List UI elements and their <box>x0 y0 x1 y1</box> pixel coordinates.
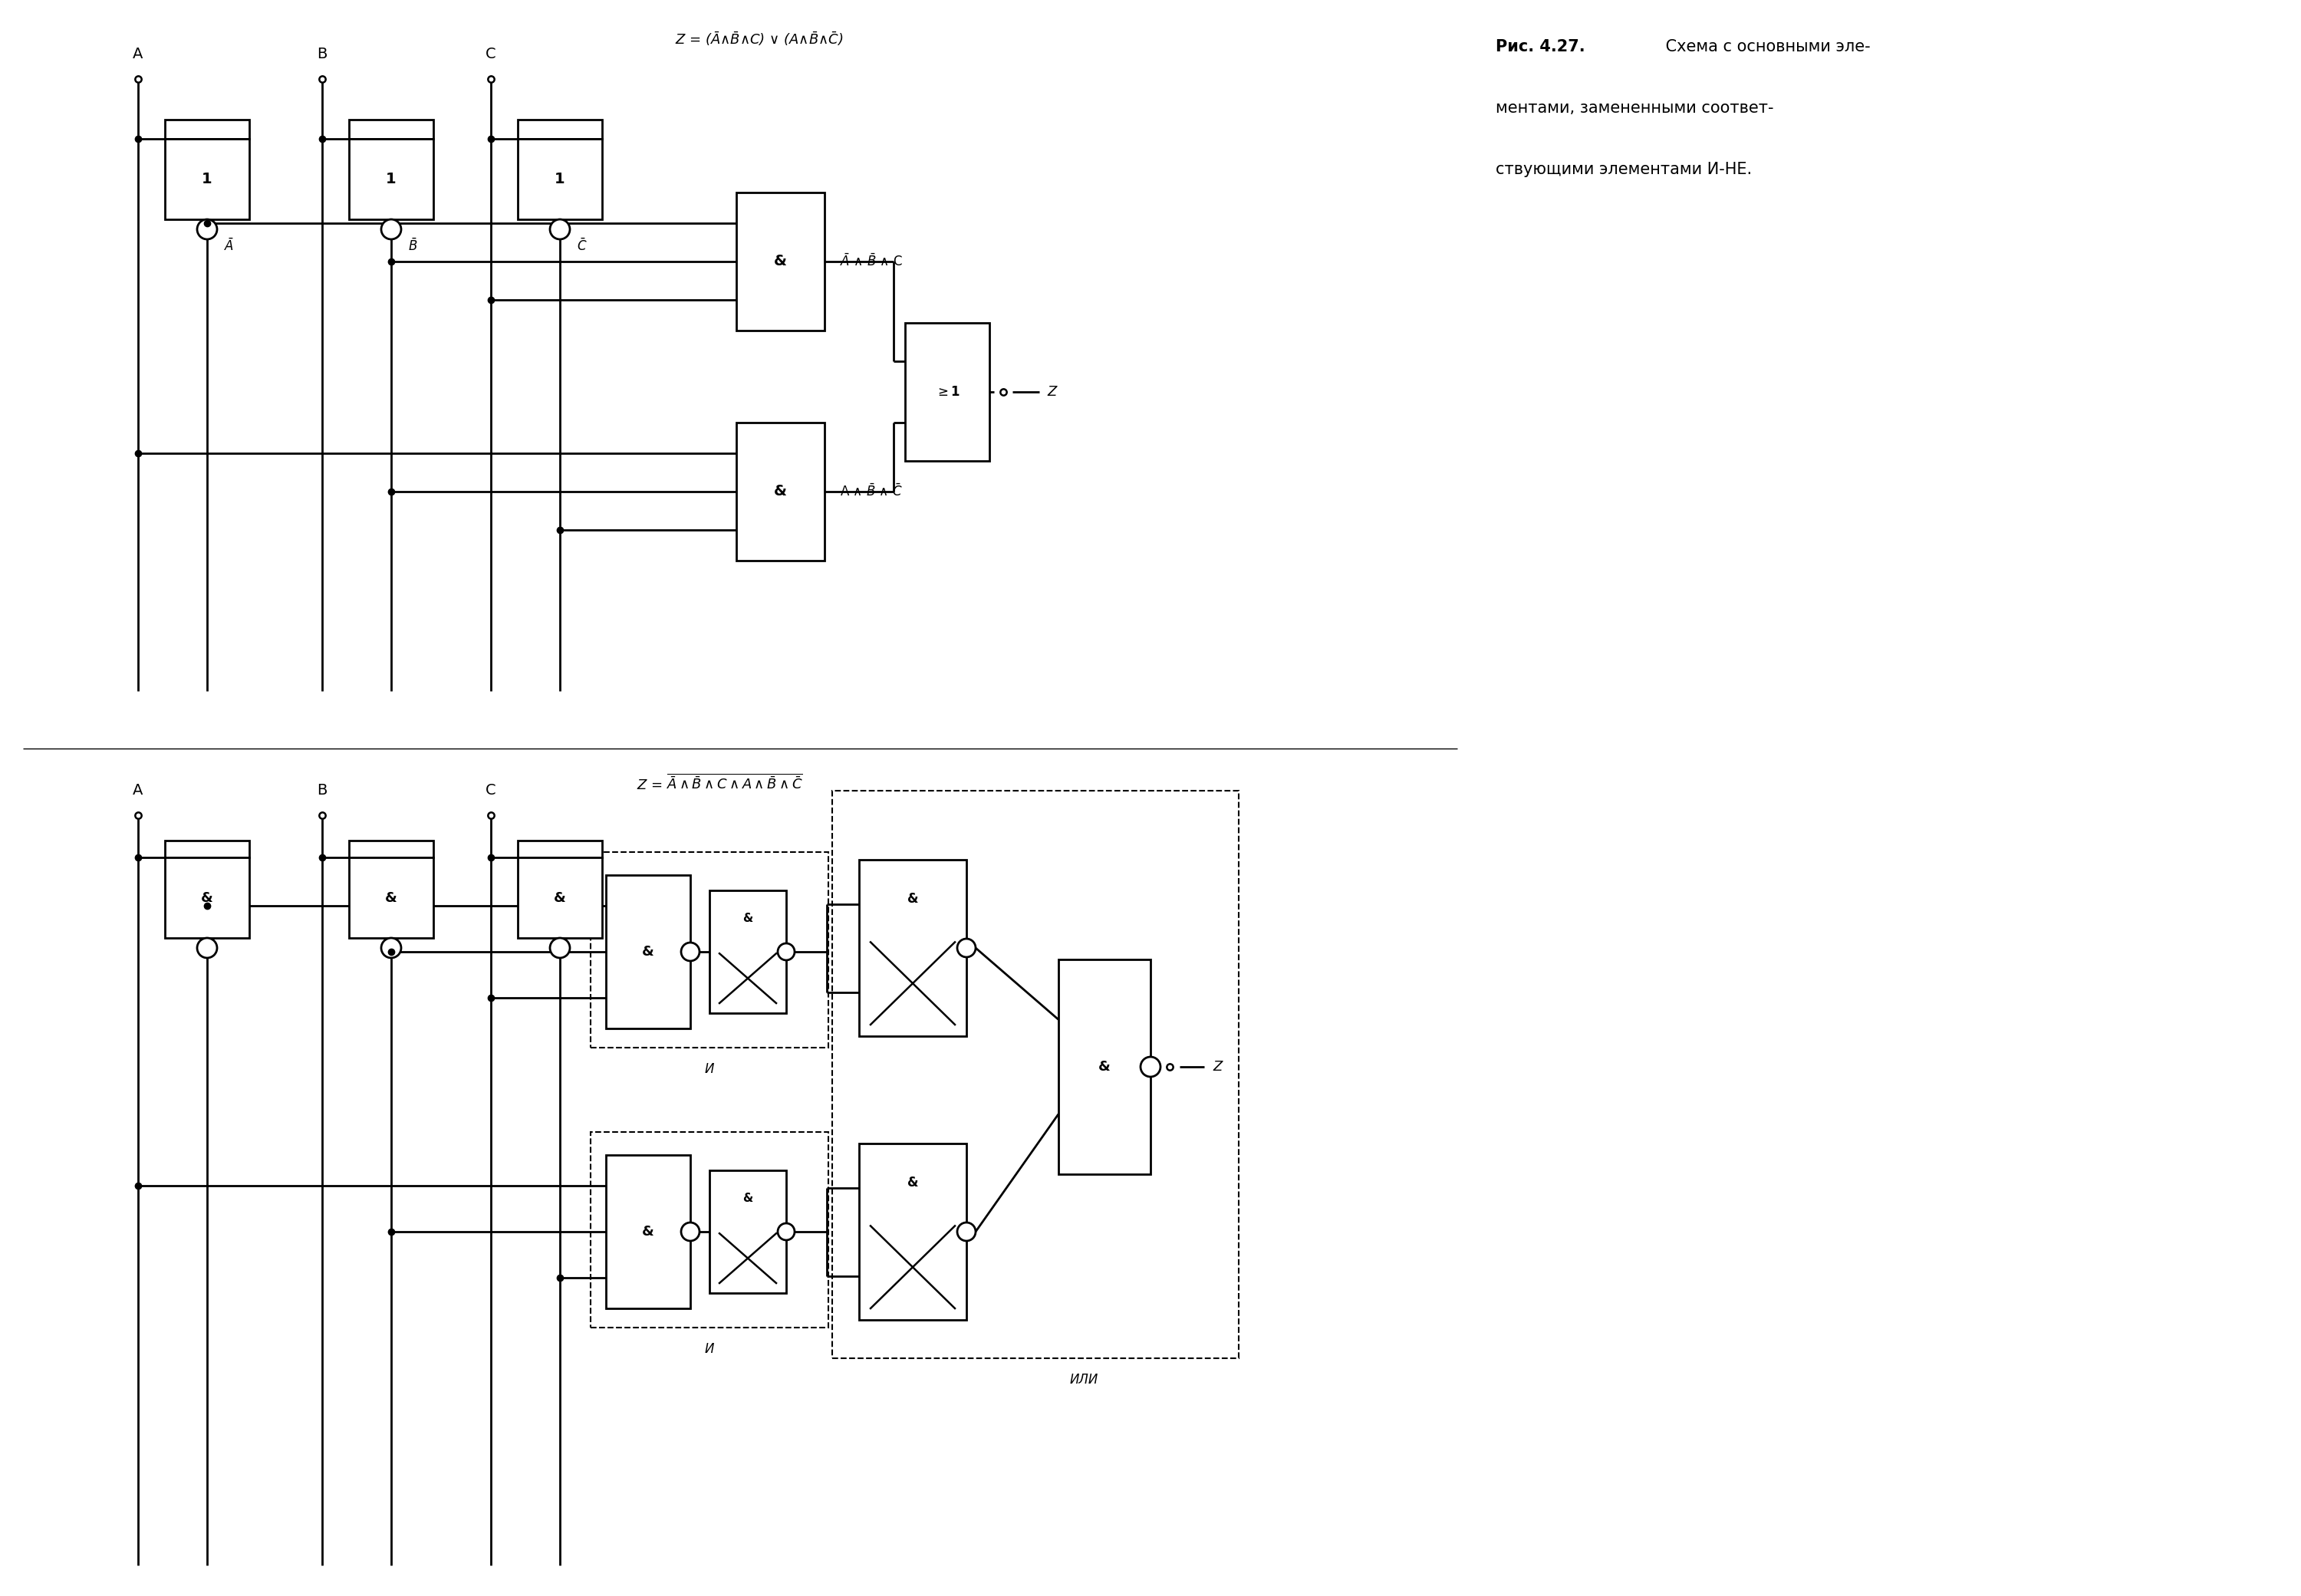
Circle shape <box>198 219 216 239</box>
Text: 1: 1 <box>387 172 396 187</box>
Bar <box>858 860 966 1036</box>
Circle shape <box>382 938 400 958</box>
Circle shape <box>1141 1057 1160 1077</box>
Text: Z = ($\bar{A}$$\wedge$$\bar{B}$$\wedge$C) $\vee$ (A$\wedge$$\bar{B}$$\wedge$$\ba: Z = ($\bar{A}$$\wedge$$\bar{B}$$\wedge$C… <box>674 30 842 48</box>
Text: Рис. 4.27.: Рис. 4.27. <box>1496 40 1585 54</box>
Bar <box>904 322 989 461</box>
Bar <box>736 423 824 560</box>
Text: $\bar{A}$: $\bar{A}$ <box>223 238 235 254</box>
Text: $\geq$1: $\geq$1 <box>934 385 960 399</box>
Text: $\bar{A}$ $\wedge$ $\bar{B}$ $\wedge$ C: $\bar{A}$ $\wedge$ $\bar{B}$ $\wedge$ C <box>840 254 902 270</box>
Bar <box>350 841 433 857</box>
Text: &: & <box>642 945 653 959</box>
Circle shape <box>681 943 700 961</box>
Text: ИЛИ: ИЛИ <box>1070 1373 1098 1387</box>
Circle shape <box>198 938 216 958</box>
Bar <box>736 193 824 330</box>
Circle shape <box>382 219 400 239</box>
Text: Z: Z <box>1047 385 1056 399</box>
Bar <box>518 120 603 139</box>
Text: &: & <box>200 891 214 905</box>
Text: ствующими элементами И-НЕ.: ствующими элементами И-НЕ. <box>1496 161 1751 177</box>
Bar <box>166 139 249 219</box>
Circle shape <box>550 219 571 239</box>
Bar <box>166 857 249 938</box>
Circle shape <box>778 943 794 961</box>
Text: $\bar{B}$: $\bar{B}$ <box>407 238 416 254</box>
Text: A: A <box>133 784 143 798</box>
Text: C: C <box>486 784 497 798</box>
Text: &: & <box>743 913 752 924</box>
Bar <box>591 1132 828 1328</box>
Text: 1: 1 <box>202 172 212 187</box>
Text: B: B <box>318 48 327 62</box>
Circle shape <box>778 1223 794 1240</box>
Text: И: И <box>704 1342 713 1357</box>
Text: &: & <box>907 892 918 905</box>
Text: &: & <box>743 1192 752 1205</box>
Bar <box>605 1156 690 1309</box>
Text: A: A <box>133 48 143 62</box>
Text: &: & <box>642 1224 653 1238</box>
Text: &: & <box>773 484 787 500</box>
Text: &: & <box>773 254 787 268</box>
Bar <box>350 857 433 938</box>
Circle shape <box>550 938 571 958</box>
Text: $\bar{C}$: $\bar{C}$ <box>578 238 587 254</box>
Bar <box>591 852 828 1047</box>
Bar <box>858 1143 966 1320</box>
Text: &: & <box>907 1175 918 1189</box>
Text: 1: 1 <box>555 172 566 187</box>
Bar <box>350 120 433 139</box>
Circle shape <box>957 938 976 958</box>
Text: &: & <box>1098 1060 1111 1074</box>
Bar <box>605 875 690 1028</box>
Bar <box>518 139 603 219</box>
Text: A $\wedge$ $\bar{B}$ $\wedge$ $\bar{C}$: A $\wedge$ $\bar{B}$ $\wedge$ $\bar{C}$ <box>840 484 902 500</box>
Text: &: & <box>555 891 566 905</box>
Circle shape <box>681 1223 700 1242</box>
Bar <box>166 120 249 139</box>
Text: И: И <box>704 1063 713 1076</box>
Text: B: B <box>318 784 327 798</box>
Bar <box>709 1170 787 1293</box>
Bar <box>518 841 603 857</box>
Text: ментами, замененными соответ-: ментами, замененными соответ- <box>1496 101 1774 117</box>
Bar <box>833 790 1238 1358</box>
Text: C: C <box>486 48 497 62</box>
Text: Z: Z <box>1213 1060 1222 1074</box>
Circle shape <box>957 1223 976 1242</box>
Text: &: & <box>384 891 398 905</box>
Bar <box>350 139 433 219</box>
Text: Схема с основными эле-: Схема с основными эле- <box>1661 40 1871 54</box>
Text: Z = $\overline{\bar{A}\wedge\bar{B}\wedge C\wedge A\wedge\bar{B}\wedge\bar{C}}$: Z = $\overline{\bar{A}\wedge\bar{B}\wedg… <box>637 774 803 793</box>
Bar <box>518 857 603 938</box>
Bar <box>1058 959 1150 1175</box>
Bar <box>709 891 787 1013</box>
Bar <box>166 841 249 857</box>
